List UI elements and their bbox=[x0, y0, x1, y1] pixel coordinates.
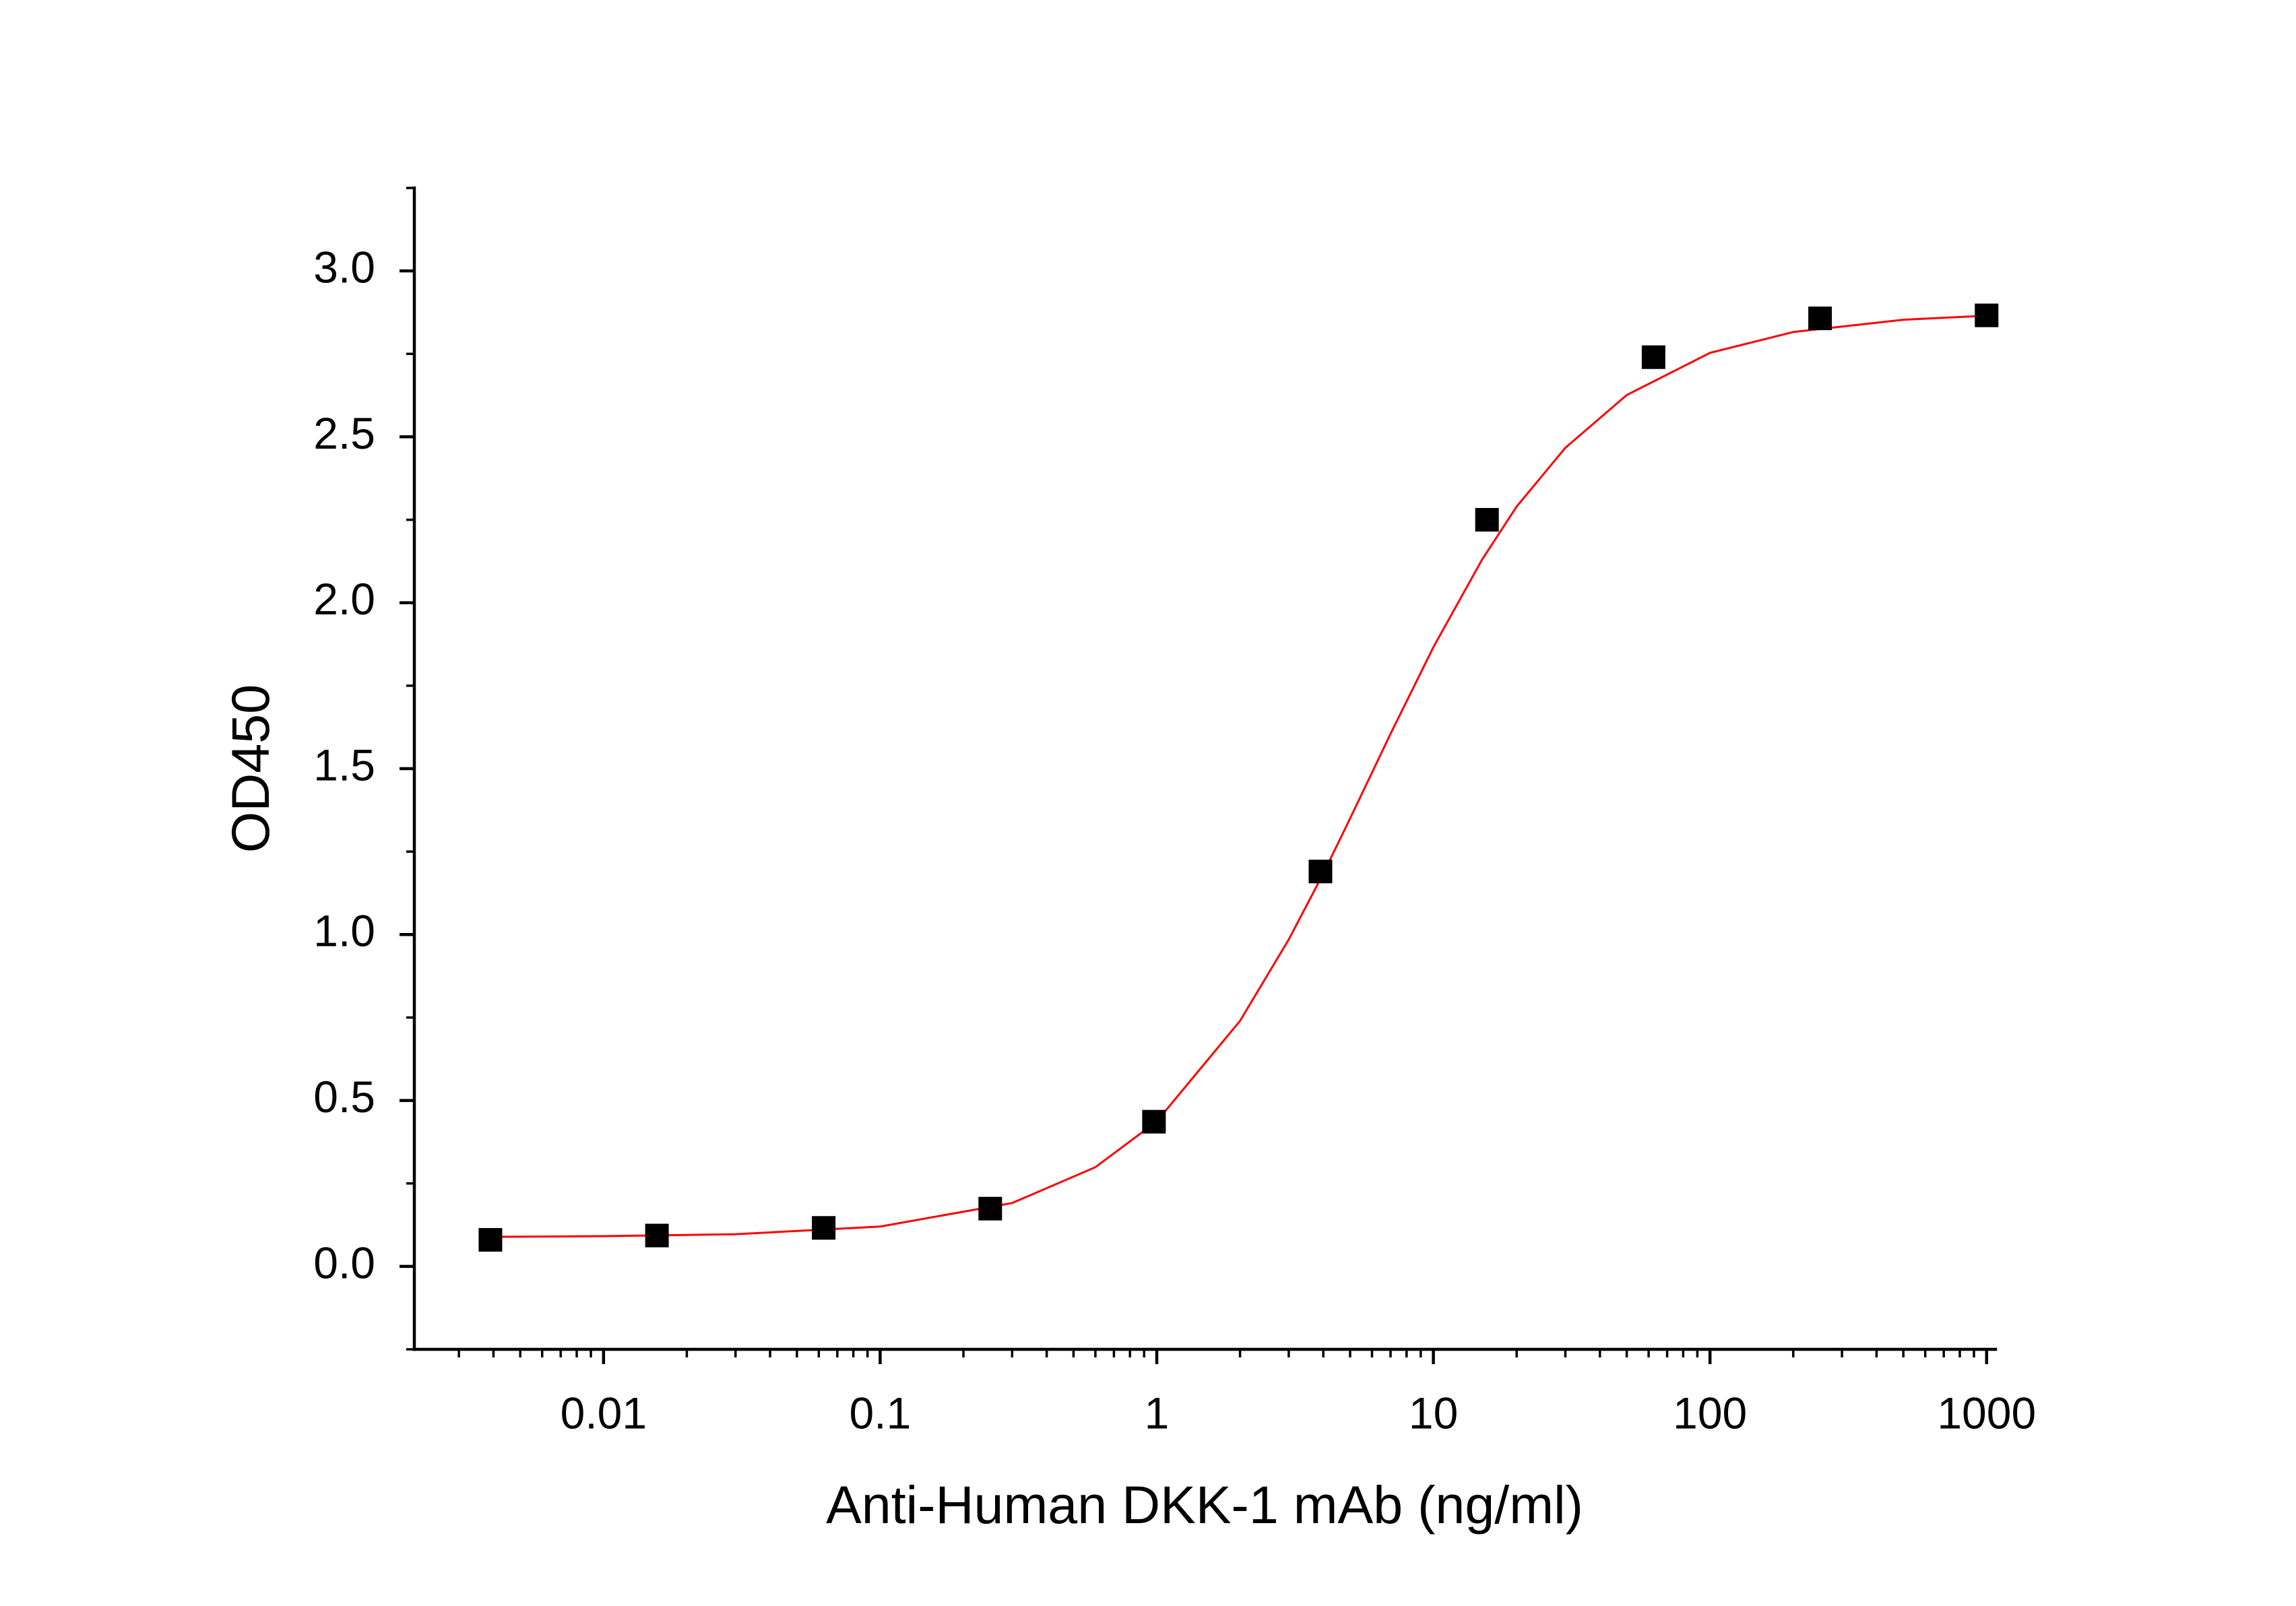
x-tick-label: 1000 bbox=[1937, 1388, 2036, 1438]
y-axis-title: OD450 bbox=[220, 684, 280, 853]
data-point bbox=[645, 1223, 669, 1248]
data-point bbox=[1975, 303, 1999, 327]
data-point bbox=[812, 1216, 836, 1240]
x-tick-label: 100 bbox=[1673, 1388, 1747, 1438]
data-point bbox=[978, 1196, 1002, 1221]
y-tick-label: 0.0 bbox=[313, 1238, 375, 1287]
data-point bbox=[1308, 860, 1333, 884]
data-point bbox=[1641, 345, 1665, 369]
y-tick-label: 1.5 bbox=[313, 740, 375, 790]
x-tick-label: 1 bbox=[1145, 1388, 1170, 1438]
fit-curve bbox=[493, 315, 1987, 1238]
x-tick-label: 0.01 bbox=[561, 1388, 647, 1438]
data-point bbox=[1142, 1110, 1166, 1134]
data-point bbox=[1808, 307, 1832, 331]
x-tick-label: 0.1 bbox=[850, 1388, 912, 1438]
data-point bbox=[478, 1227, 503, 1252]
y-tick-label: 0.5 bbox=[313, 1072, 375, 1122]
y-tick-label: 2.5 bbox=[313, 408, 375, 458]
x-axis-title: Anti-Human DKK-1 mAb (ng/ml) bbox=[826, 1475, 1583, 1535]
x-tick-label: 10 bbox=[1409, 1388, 1458, 1438]
y-tick-label: 2.0 bbox=[313, 574, 375, 624]
y-tick-label: 3.0 bbox=[313, 243, 375, 292]
data-point bbox=[1475, 508, 1499, 532]
y-tick-label: 1.0 bbox=[313, 906, 375, 956]
